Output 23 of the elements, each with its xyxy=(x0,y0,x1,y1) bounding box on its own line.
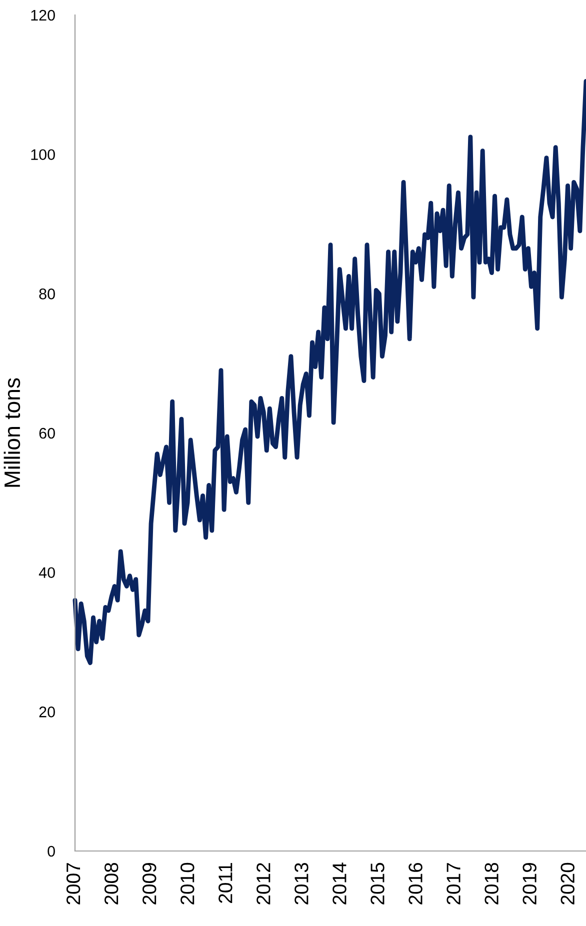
y-axis-title: Million tons xyxy=(4,378,20,487)
y-tick-label: 0 xyxy=(48,846,55,857)
y-tick-label: 40 xyxy=(38,567,55,578)
x-tick-label: 2012 xyxy=(256,863,270,904)
x-tick-label: 2014 xyxy=(332,862,346,904)
y-tick-label: 100 xyxy=(31,149,55,160)
x-tick-label: 2020 xyxy=(560,862,574,904)
x-tick-label: 2007 xyxy=(66,863,80,904)
x-tick-label: 2018 xyxy=(484,862,498,904)
x-tick-label: 2016 xyxy=(408,862,422,904)
x-tick-label: 2019 xyxy=(522,863,536,904)
y-tick-label: 60 xyxy=(39,428,55,439)
y-tick-label: 120 xyxy=(31,10,55,21)
y-tick-label: 80 xyxy=(39,288,55,300)
x-tick-label: 2011 xyxy=(218,863,232,903)
x-tick-label: 2017 xyxy=(446,863,460,904)
x-tick-label: 2013 xyxy=(294,862,308,904)
x-tick-label: 2008 xyxy=(104,862,118,904)
x-tick-label: 2015 xyxy=(370,862,384,904)
x-tick-label: 2010 xyxy=(180,862,194,904)
line-series xyxy=(72,78,586,666)
y-tick-label: 20 xyxy=(39,706,55,718)
x-tick-label: 2009 xyxy=(142,863,156,904)
